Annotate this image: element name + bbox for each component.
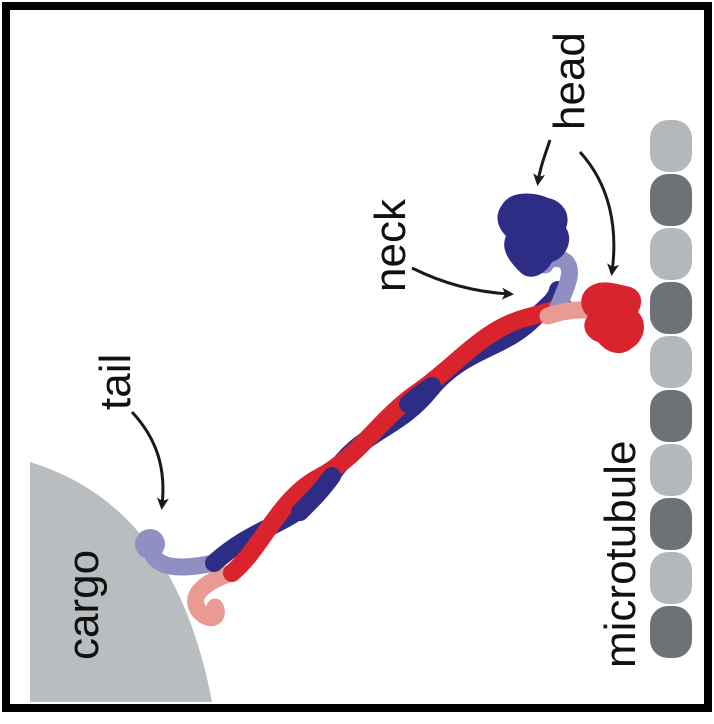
head-label: head xyxy=(545,32,594,130)
head-arrow-upper xyxy=(533,139,552,186)
figure-frame xyxy=(2,2,712,712)
microtubule-subunit-light xyxy=(650,336,692,388)
microtubule xyxy=(650,120,692,658)
microtubule-subunit-dark xyxy=(650,390,692,442)
neck-label: neck xyxy=(366,198,415,292)
microtubule-subunit-dark xyxy=(650,606,692,658)
microtubule-subunit-light xyxy=(650,228,692,280)
microtubule-subunit-light xyxy=(650,552,692,604)
microtubule-subunit-light xyxy=(650,120,692,172)
head-arrow-lower xyxy=(578,150,620,276)
stalk-blue-crossing xyxy=(291,467,341,521)
tail-blue-knob xyxy=(135,529,165,559)
tail-red-light xyxy=(187,563,243,627)
cargo-label: cargo xyxy=(59,550,108,660)
microtubule-subunit-dark xyxy=(650,282,692,334)
stalk-blue-crossing-2 xyxy=(399,377,441,413)
microtubule-subunit-dark xyxy=(650,174,692,226)
neck-arrow xyxy=(411,266,514,300)
microtubule-subunit-light xyxy=(650,444,692,496)
microtubule-label: microtubule xyxy=(596,441,645,668)
head-blue xyxy=(497,193,570,277)
microtubule-subunit-dark xyxy=(650,498,692,550)
tail-label: tail xyxy=(91,354,140,410)
cargo-shape xyxy=(30,462,212,702)
tail-arrow xyxy=(130,410,169,510)
head-red xyxy=(581,282,644,354)
